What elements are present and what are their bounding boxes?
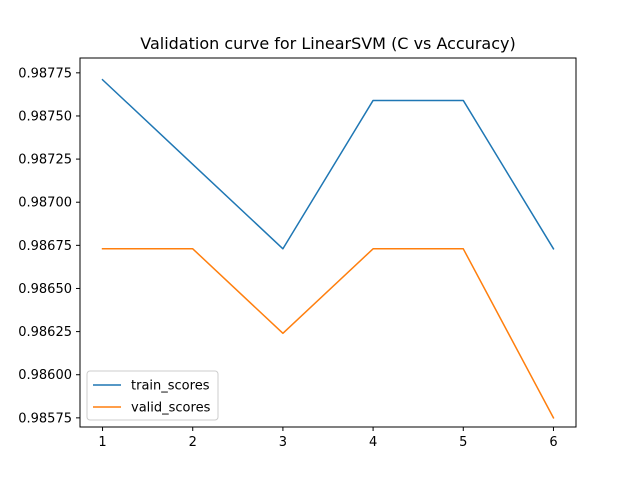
y-tick-label: 0.98775: [18, 66, 72, 81]
legend: train_scores valid_scores: [86, 370, 219, 421]
x-tick-label: 6: [549, 435, 557, 450]
y-tick-label: 0.98700: [18, 196, 72, 211]
x-tick-label: 4: [369, 435, 377, 450]
plot-frame: [79, 57, 577, 428]
plot-area: [80, 58, 576, 427]
x-tick-label: 1: [98, 435, 106, 450]
y-tick-label: 0.98750: [18, 109, 72, 124]
series-line-train-scores: [101, 78, 555, 250]
x-tick-label: 2: [189, 435, 197, 450]
x-tick-label: 3: [279, 435, 287, 450]
y-tick-label: 0.98650: [18, 282, 72, 297]
y-tick-label: 0.98725: [18, 153, 72, 168]
series-line-valid-scores: [101, 248, 555, 419]
y-tick-label: 0.98625: [18, 325, 72, 340]
legend-label: train_scores: [131, 379, 210, 394]
legend-label: valid_scores: [131, 401, 211, 416]
x-tick-label: 5: [459, 435, 467, 450]
chart-title: Validation curve for LinearSVM (C vs Acc…: [140, 34, 516, 53]
y-tick-label: 0.98600: [18, 368, 72, 383]
y-tick-label: 0.98575: [18, 411, 72, 426]
y-tick-label: 0.98675: [18, 239, 72, 254]
